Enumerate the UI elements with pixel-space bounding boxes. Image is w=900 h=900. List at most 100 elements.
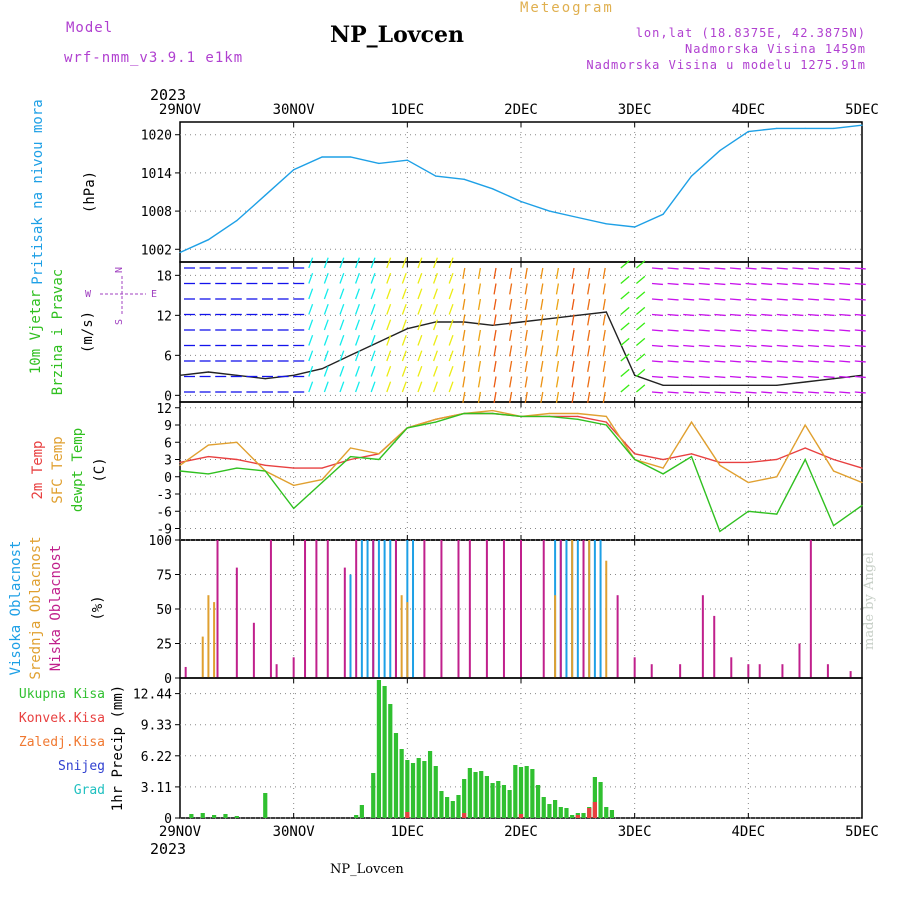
wind-arrow: [386, 365, 392, 377]
wind-arrow: [729, 298, 742, 301]
data-point: [293, 467, 295, 469]
wind-arrow: [667, 298, 679, 301]
mid-cloud-label: Srednja Oblacnost: [28, 536, 44, 679]
bar: [201, 636, 204, 678]
ytick-label: 0: [164, 672, 172, 687]
wind-arrow: [555, 345, 560, 357]
bar: [547, 804, 552, 818]
bar: [592, 777, 597, 818]
wind-arrow: [792, 313, 804, 317]
wind-arrow: [745, 267, 757, 270]
bar: [304, 540, 307, 678]
wind-arrow: [354, 257, 360, 269]
wind-arrow: [370, 257, 376, 269]
data-point: [719, 384, 721, 386]
wind-arrow: [745, 313, 757, 317]
wind-arrow: [417, 288, 423, 300]
wind-arrow: [493, 298, 497, 310]
meteogram-subtitle: Meteogram: [520, 0, 614, 16]
wind-arrow: [683, 313, 695, 317]
wind-arrow: [651, 344, 664, 348]
wind-arrow: [667, 375, 679, 379]
data-point: [349, 458, 352, 461]
bar: [410, 763, 416, 818]
bar: [542, 540, 545, 678]
bar: [565, 540, 568, 678]
wind-arrow: [698, 313, 710, 317]
wind-arrow: [587, 267, 591, 279]
wind-arrow: [776, 375, 788, 379]
wind-arrow: [493, 267, 497, 279]
wind-arrow: [354, 319, 360, 331]
wind-arrow: [323, 288, 329, 300]
wind-arrow: [509, 376, 513, 388]
ytick-label: 1014: [141, 167, 172, 182]
data-point: [747, 130, 749, 133]
wind-arrow: [462, 314, 466, 326]
wind-arrow: [854, 282, 866, 286]
wind-arrow: [667, 313, 679, 317]
bar: [252, 622, 255, 678]
wind-arrow: [370, 334, 376, 346]
wind-arrow: [448, 350, 454, 362]
data-point: [776, 384, 778, 386]
wind-arrow: [667, 282, 679, 286]
bar: [809, 540, 812, 678]
wind-arrow: [323, 350, 329, 362]
wind-unit-label: (m/s): [80, 311, 96, 353]
wind-arrow: [477, 329, 482, 341]
wind-arrow: [462, 391, 466, 403]
wind-arrow: [401, 257, 407, 269]
wind-arrow: [462, 329, 466, 341]
cloud-unit-label: (%): [90, 595, 106, 620]
coords-text: lon,lat (18.8375E, 42.3875N): [635, 26, 866, 40]
wind-arrow: [308, 381, 314, 393]
bar: [581, 813, 586, 818]
data-point: [548, 415, 551, 417]
wind-arrow: [401, 334, 407, 346]
wind-arrow: [386, 350, 392, 362]
wind-arrow: [792, 391, 804, 394]
wind-arrow: [729, 267, 742, 270]
data-point: [378, 162, 380, 164]
ytick-label: 6.22: [141, 750, 172, 765]
bar: [376, 680, 382, 818]
wind-arrow: [729, 329, 742, 332]
data-point: [548, 412, 551, 415]
precip-legend-item: Ukupna Kisa: [19, 687, 105, 702]
data-point: [321, 156, 323, 158]
bar: [593, 540, 596, 678]
wind-arrow: [540, 376, 544, 388]
bar: [524, 766, 529, 818]
wind-arrow: [620, 337, 630, 346]
wind-arrow: [540, 345, 544, 357]
wind-arrow: [683, 298, 695, 301]
bar: [513, 765, 518, 818]
bar: [462, 813, 467, 818]
wind-arrow: [714, 267, 726, 270]
xtick-label-bottom: 3DEC: [618, 824, 652, 840]
ytick-label: 1008: [141, 205, 172, 220]
data-point: [804, 447, 806, 449]
data-point: [747, 461, 749, 463]
data-point: [207, 473, 210, 475]
wind-axis-label-2: Brzina i Pravac: [50, 269, 66, 395]
wind-arrow: [651, 329, 664, 332]
data-point: [207, 239, 210, 241]
data-point: [662, 213, 664, 215]
wind-arrow: [651, 391, 664, 394]
bar: [457, 540, 460, 678]
wind-arrow: [339, 365, 345, 377]
bar: [558, 807, 563, 818]
bar: [541, 797, 546, 818]
ytick-label: 3: [164, 454, 172, 469]
wind-arrow: [745, 298, 757, 301]
bar: [326, 540, 329, 678]
wind-barbs-group: [184, 257, 866, 403]
wind-arrow: [683, 391, 695, 394]
data-point: [321, 481, 323, 484]
wind-arrow: [540, 298, 544, 310]
bar: [388, 704, 393, 818]
wind-arrow: [493, 376, 497, 388]
wind-arrow: [417, 303, 423, 315]
